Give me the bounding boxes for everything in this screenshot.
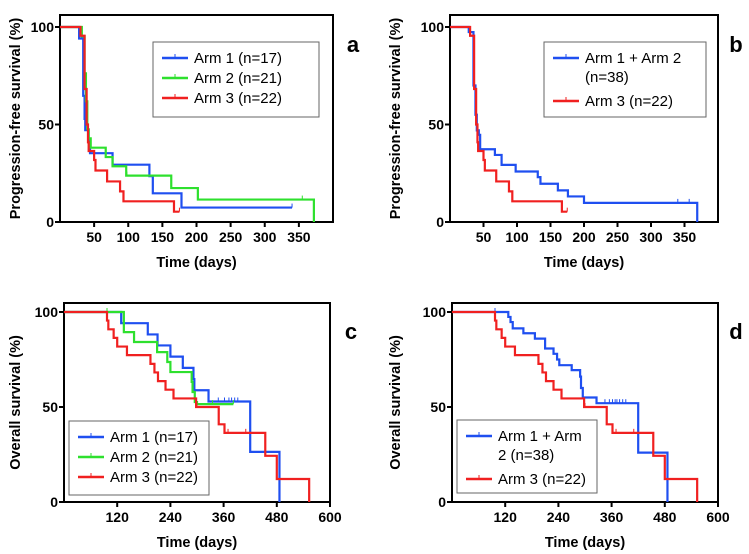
x-tick-label: 120 <box>494 509 518 525</box>
survival-curve-1 <box>64 310 281 502</box>
y-tick-label: 100 <box>421 19 445 35</box>
x-tick-label: 100 <box>117 229 141 245</box>
panel-b: 0 50 100 50 100 150 200 250 300 350 Time (days) Pro… <box>388 14 743 271</box>
x-tick-label: 200 <box>185 229 209 245</box>
survival-curve-2 <box>64 310 234 406</box>
legend-label: Arm 3 (n=22) <box>110 469 198 486</box>
legend-label: Arm 1 + Arm 2 <box>585 50 681 67</box>
x-tick-label: 600 <box>318 509 342 525</box>
survival-curve-3 <box>64 310 311 502</box>
panel-a: 0 50 100 50 100 150 200 250 300 350 Time (days) Pro… <box>8 14 360 271</box>
x-tick-label: 250 <box>606 229 630 245</box>
y-tick-label: 50 <box>428 117 444 133</box>
x-tick-label: 150 <box>151 229 175 245</box>
y-tick-label: 100 <box>423 304 447 320</box>
legend-box <box>152 41 320 118</box>
legend-label: Arm 3 (n=22) <box>194 90 282 107</box>
x-tick-label: 300 <box>639 229 663 245</box>
y-tick-label: 0 <box>46 214 54 230</box>
legend: Arm 1 + Arm 2 (n=38) Arm 3 (n=22) <box>456 419 598 494</box>
x-tick-label: 350 <box>287 229 311 245</box>
legend-label: Arm 2 (n=21) <box>110 449 198 466</box>
panel-d: 0 50 100 120 240 360 480 600 Time (days) Overall … <box>388 302 743 551</box>
y-tick-label: 50 <box>430 399 446 415</box>
legend-label: Arm 3 (n=22) <box>498 471 586 488</box>
x-tick-label: 120 <box>106 509 130 525</box>
panel-label: c <box>345 319 357 344</box>
y-tick-label: 50 <box>38 117 54 133</box>
y-tick-label: 100 <box>35 304 59 320</box>
panel-label: b <box>729 32 742 57</box>
y-axis-title: Overall survival (%) <box>8 335 24 470</box>
x-tick-label: 50 <box>476 229 492 245</box>
x-tick-label: 100 <box>505 229 529 245</box>
x-tick-label: 360 <box>212 509 236 525</box>
x-tick-label: 150 <box>539 229 563 245</box>
x-tick-label: 480 <box>265 509 289 525</box>
y-tick-label: 100 <box>31 19 55 35</box>
panel-label: d <box>729 319 742 344</box>
plot-frame <box>451 302 719 503</box>
x-axis-title: Time (days) <box>545 535 625 551</box>
x-tick-label: 240 <box>159 509 183 525</box>
y-tick-label: 50 <box>42 399 58 415</box>
x-tick-label: 240 <box>547 509 571 525</box>
survival-curve-3 <box>60 25 180 213</box>
legend: Arm 1 + Arm 2 (n=38) Arm 3 (n=22) <box>543 41 707 118</box>
legend-label: (n=38) <box>585 69 629 86</box>
x-axis-title: Time (days) <box>157 535 237 551</box>
legend-box <box>543 41 707 118</box>
legend-box <box>456 419 598 494</box>
legend-label: Arm 1 + Arm <box>498 428 582 445</box>
legend: Arm 1 (n=17) Arm 2 (n=21) Arm 3 (n=22) <box>152 41 320 118</box>
y-tick-label: 0 <box>438 494 446 510</box>
legend: Arm 1 (n=17) Arm 2 (n=21) Arm 3 (n=22) <box>68 420 210 496</box>
y-axis-title: Progression-free survival (%) <box>8 18 24 220</box>
legend-label: Arm 3 (n=22) <box>585 93 673 110</box>
x-axis-title: Time (days) <box>156 255 236 271</box>
survival-curve-2 <box>452 310 699 502</box>
x-tick-label: 250 <box>219 229 243 245</box>
panel-c: 0 50 100 120 240 360 480 600 Time (days) Overall … <box>8 302 357 551</box>
legend-label: Arm 1 (n=17) <box>110 429 198 446</box>
survival-curve-2 <box>450 25 568 213</box>
x-tick-label: 350 <box>673 229 697 245</box>
panel-label: a <box>347 32 360 57</box>
plot-frame <box>63 302 331 503</box>
survival-curve-1 <box>450 25 699 222</box>
legend-label: 2 (n=38) <box>498 447 554 464</box>
x-tick-label: 600 <box>706 509 730 525</box>
y-axis-title: Progression-free survival (%) <box>388 18 404 220</box>
x-tick-label: 50 <box>86 229 102 245</box>
survival-curve-1 <box>452 310 669 502</box>
legend-label: Arm 2 (n=21) <box>194 70 282 87</box>
x-tick-label: 480 <box>653 509 677 525</box>
y-tick-label: 0 <box>436 214 444 230</box>
x-tick-label: 360 <box>600 509 624 525</box>
x-tick-label: 300 <box>253 229 277 245</box>
legend-label: Arm 1 (n=17) <box>194 50 282 67</box>
x-tick-label: 200 <box>572 229 596 245</box>
y-axis-title: Overall survival (%) <box>388 335 404 470</box>
x-axis-title: Time (days) <box>544 255 624 271</box>
y-tick-label: 0 <box>50 494 58 510</box>
